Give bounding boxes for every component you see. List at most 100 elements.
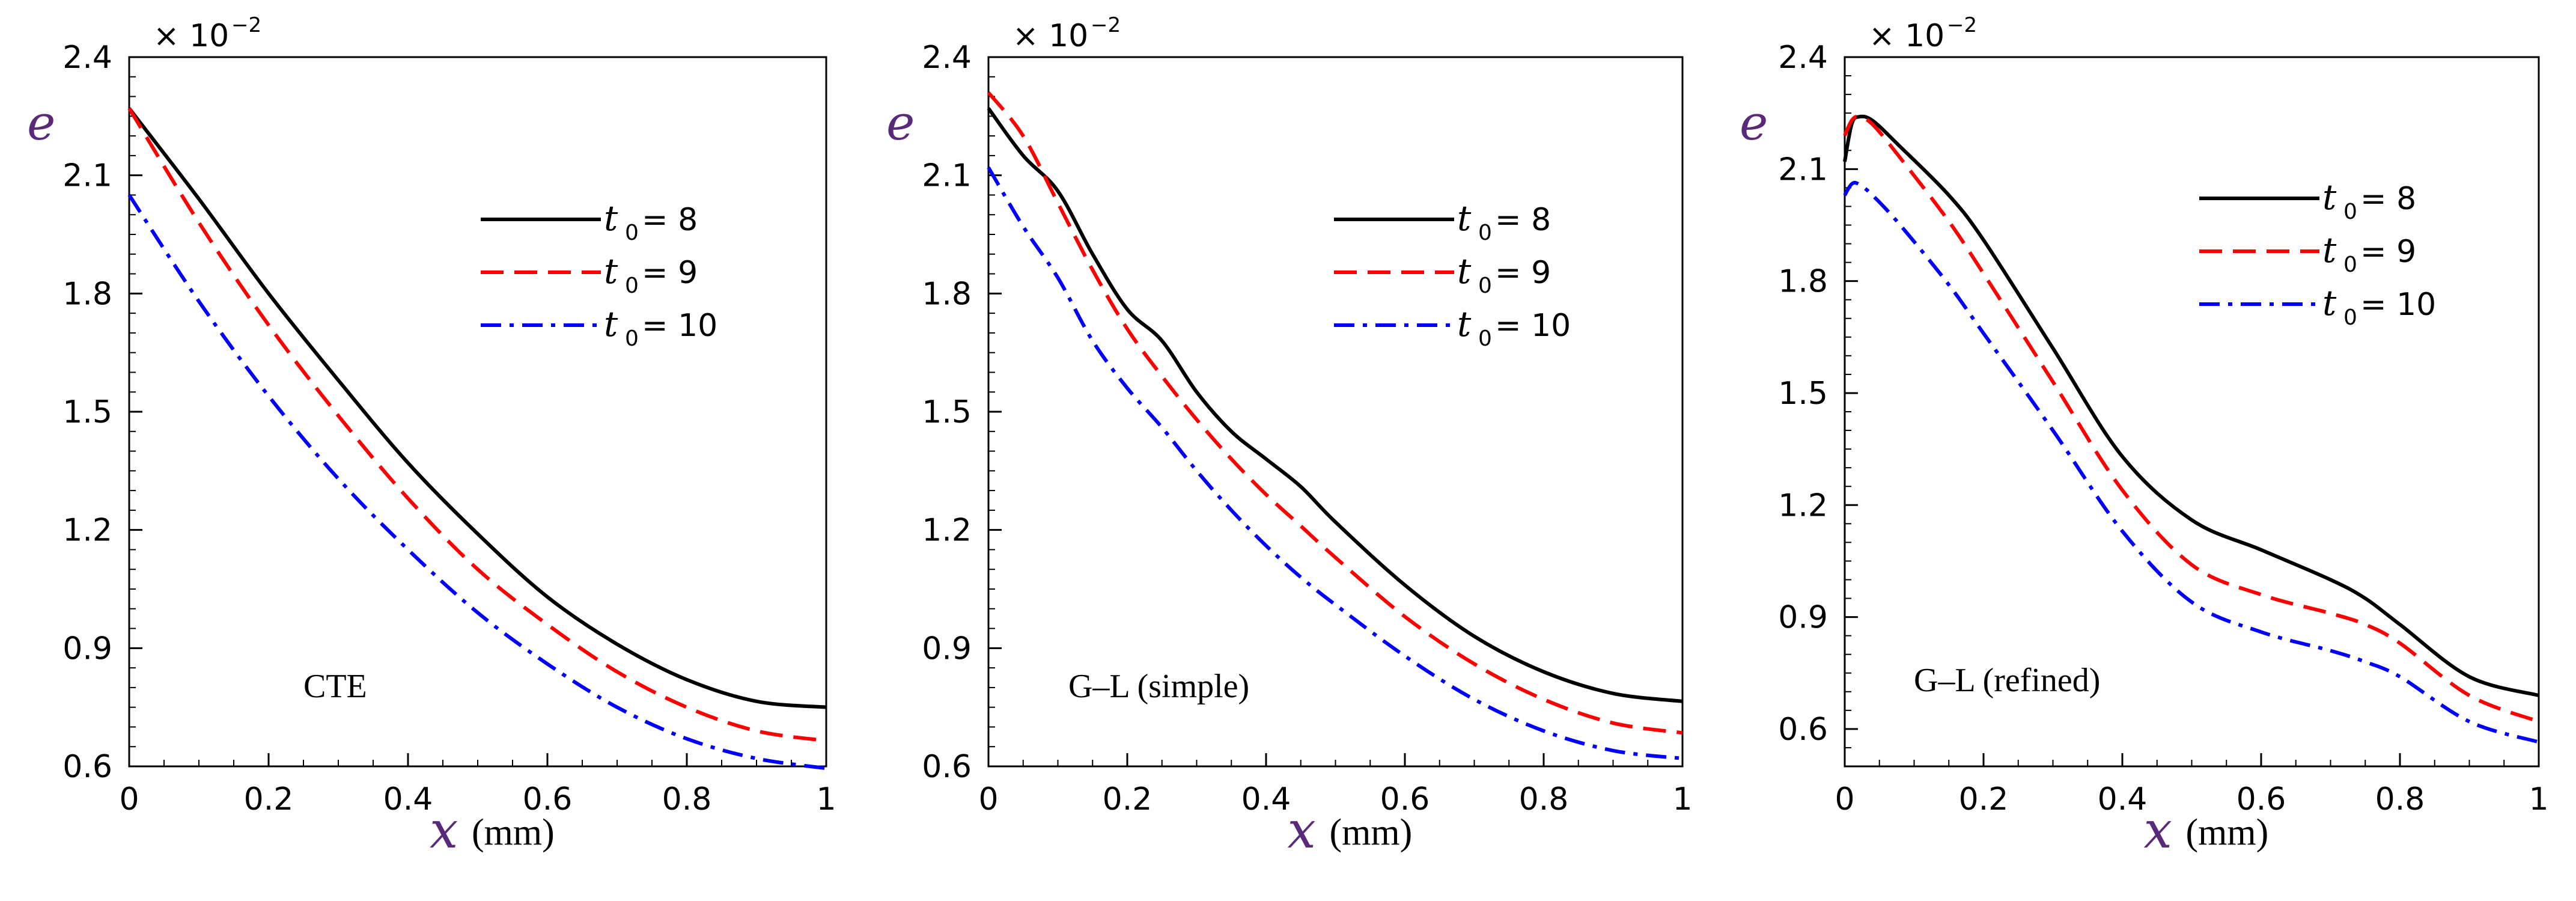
y-tick-label: 2.4 (1778, 40, 1828, 76)
x-axis-unit: (mm) (1330, 812, 1413, 853)
chart-panel-3: 0 0.2 0.4 0.6 0.8 1 0.6 0.9 1.2 1.5 1.8 2.1 2.4 × 10−… (1740, 13, 2549, 860)
x-tick-label: 0.4 (2098, 781, 2148, 817)
x-axis-unit: (mm) (472, 812, 555, 853)
x-tick-label: 0.6 (2236, 781, 2286, 817)
x-tick-label: 0.8 (662, 781, 712, 817)
legend-label-sub-1: 0 (625, 221, 639, 245)
legend-label-2: t (604, 251, 618, 292)
series-line-3 (127, 194, 827, 771)
legend-label-rest-2: = 9 (1495, 255, 1551, 291)
x-tick-label: 0.6 (523, 781, 573, 817)
y-multiplier: × 10 (1012, 18, 1088, 54)
y-tick-label: 2.4 (922, 40, 972, 76)
legend-label-rest-2: = 9 (2360, 234, 2416, 270)
legend-label-3: t (2322, 283, 2337, 323)
x-axis-label: x (430, 801, 458, 860)
plot-frame (1844, 56, 2540, 768)
y-tick-label: 2.1 (1778, 151, 1828, 188)
x-tick-label: 0.8 (1519, 781, 1569, 817)
y-tick-label: 0.6 (1778, 712, 1828, 748)
x-tick-label: 0.2 (244, 781, 294, 817)
legend-label-2: t (2322, 230, 2337, 270)
series-line-2 (127, 107, 827, 743)
legend-label-sub-3: 0 (2343, 305, 2357, 330)
y-tick-label: 1.8 (922, 276, 972, 312)
x-tick-label: 0.4 (383, 781, 433, 817)
y-multiplier-exponent: −2 (1947, 13, 1977, 37)
legend-label-1: t (604, 198, 618, 239)
x-axis-unit: (mm) (2186, 812, 2269, 853)
x-axis-label: x (2144, 801, 2172, 860)
legend-label-sub-1: 0 (2343, 200, 2357, 224)
y-tick-label: 0.9 (62, 631, 112, 667)
series-line-3 (987, 166, 1683, 760)
legend-label-rest-1: = 8 (2360, 181, 2416, 217)
legend-label-sub-3: 0 (1478, 326, 1492, 351)
panel-label: G–L (refined) (1914, 662, 2100, 699)
x-tick-label: 1 (816, 781, 836, 817)
x-tick-label: 0.8 (2375, 781, 2425, 817)
legend-label-rest-3: = 10 (2360, 287, 2436, 323)
y-tick-label: 0.6 (62, 749, 112, 785)
y-tick-label: 2.4 (62, 40, 112, 76)
y-axis-label: e (886, 95, 915, 151)
legend-label-rest-3: = 10 (1495, 308, 1571, 344)
series-line-1 (127, 107, 827, 709)
legend-label-sub-2: 0 (2343, 252, 2357, 277)
panel-label: G–L (simple) (1068, 668, 1249, 705)
x-tick-label: 0.4 (1241, 781, 1291, 817)
y-tick-label: 2.1 (62, 158, 112, 194)
x-tick-label: 1 (1672, 781, 1692, 817)
legend-label-rest-1: = 8 (1495, 202, 1551, 238)
x-tick-label: 0.2 (1959, 781, 2009, 817)
y-axis-label: e (1740, 95, 1768, 151)
chart-panel-1: 0 0.2 0.4 0.6 0.8 1 0.6 0.9 1.2 1.5 1.8 2.1 2.4 × 10−… (27, 13, 836, 860)
y-tick-label: 1.2 (62, 513, 112, 549)
y-tick-label: 1.8 (62, 276, 112, 312)
legend-label-1: t (2322, 177, 2337, 218)
y-tick-label: 0.6 (922, 749, 972, 785)
panel-label: CTE (303, 668, 367, 705)
x-tick-label: 0 (119, 781, 139, 817)
x-axis-label: x (1288, 801, 1316, 860)
legend-label-sub-2: 0 (625, 273, 639, 298)
y-tick-label: 1.5 (922, 394, 972, 430)
y-tick-label: 2.1 (922, 158, 972, 194)
y-multiplier: × 10 (153, 18, 229, 54)
x-tick-label: 0.2 (1103, 781, 1153, 817)
plot-frame (128, 56, 827, 768)
legend-label-2: t (1457, 251, 1472, 292)
legend-label-sub-1: 0 (1478, 221, 1492, 245)
legend-label-rest-3: = 10 (642, 308, 717, 344)
y-multiplier: × 10 (1869, 18, 1944, 54)
y-axis-label: e (27, 95, 55, 151)
legend-label-3: t (604, 304, 618, 344)
y-tick-label: 1.2 (1778, 487, 1828, 524)
y-tick-label: 0.9 (1778, 600, 1828, 636)
legend-label-rest-2: = 9 (642, 255, 698, 291)
y-tick-label: 1.5 (62, 394, 112, 430)
x-tick-label: 1 (2529, 781, 2548, 817)
y-tick-label: 0.9 (922, 631, 972, 667)
series-line-1 (1843, 114, 2539, 697)
x-tick-label: 0 (1835, 781, 1854, 817)
legend-label-sub-2: 0 (1478, 273, 1492, 298)
y-tick-label: 1.8 (1778, 264, 1828, 300)
x-tick-label: 0 (978, 781, 998, 817)
series-line-2 (987, 91, 1683, 735)
y-tick-label: 1.2 (922, 513, 972, 549)
legend-label-sub-3: 0 (625, 326, 639, 351)
y-multiplier-exponent: −2 (1091, 13, 1121, 37)
y-tick-label: 1.5 (1778, 376, 1828, 412)
plot-frame (987, 56, 1684, 768)
legend-label-rest-1: = 8 (642, 202, 698, 238)
series-line-1 (987, 107, 1683, 703)
legend-label-3: t (1457, 304, 1472, 344)
series-line-2 (1843, 115, 2540, 724)
y-multiplier-exponent: −2 (231, 13, 261, 37)
x-tick-label: 0.6 (1380, 781, 1430, 817)
chart-panel-2: 0 0.2 0.4 0.6 0.8 1 0.6 0.9 1.2 1.5 1.8 2.1 2.4 × 10−… (886, 13, 1693, 860)
series-line-3 (1843, 180, 2539, 744)
legend-label-1: t (1457, 198, 1472, 239)
